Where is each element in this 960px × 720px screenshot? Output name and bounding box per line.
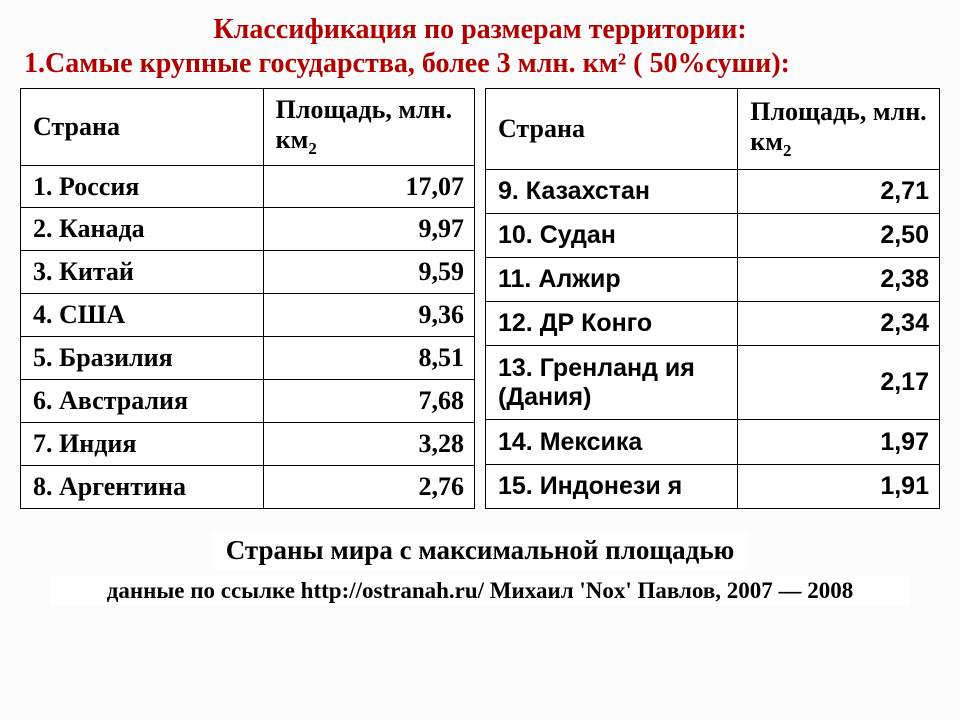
area-header-sup: 2 — [308, 139, 316, 158]
title-line-1: Классификация по размерам территории: — [10, 14, 950, 46]
source-line: данные по ссылке http://ostranah.ru/ Мих… — [50, 576, 910, 606]
area-cell: 17,07 — [263, 165, 474, 208]
country-cell: 10. Судан — [486, 213, 738, 257]
left-row: 4. США9,36 — [21, 294, 475, 337]
area-header-text: Площадь, млн. км — [750, 97, 926, 156]
caption: Страны мира с максимальной площадью — [212, 531, 749, 570]
right-row: 12. ДР Конго2,34 — [486, 301, 940, 345]
area-cell: 2,38 — [738, 257, 940, 301]
country-cell: 15. Индонези я — [486, 464, 738, 508]
area-cell: 9,59 — [263, 251, 474, 294]
left-row: 1. Россия17,07 — [21, 165, 475, 208]
right-row: 9. Казахстан2,71 — [486, 169, 940, 213]
area-cell: 1,91 — [738, 464, 940, 508]
table-right-header: Страна Площадь, млн. км2 — [486, 89, 940, 170]
col-country-header: Страна — [486, 89, 738, 170]
area-cell: 8,51 — [263, 337, 474, 380]
area-header-sup: 2 — [783, 141, 791, 160]
country-cell: 5. Бразилия — [21, 337, 264, 380]
area-cell: 7,68 — [263, 379, 474, 422]
area-cell: 9,36 — [263, 294, 474, 337]
country-cell: 2. Канада — [21, 208, 264, 251]
area-cell: 2,71 — [738, 169, 940, 213]
table-left: Страна Площадь, млн. км2 1. Россия17,072… — [20, 88, 475, 509]
area-cell: 1,97 — [738, 420, 940, 464]
area-cell: 2,50 — [738, 213, 940, 257]
title-line-2: 1.Самые крупные государства, более 3 млн… — [24, 48, 950, 80]
tables-container: Страна Площадь, млн. км2 1. Россия17,072… — [10, 88, 950, 509]
right-row: 14. Мексика1,97 — [486, 420, 940, 464]
col-country-header: Страна — [21, 89, 264, 166]
area-cell: 2,34 — [738, 301, 940, 345]
country-cell: 6. Австралия — [21, 379, 264, 422]
col-area-header: Площадь, млн. км2 — [263, 89, 474, 166]
country-cell: 14. Мексика — [486, 420, 738, 464]
area-cell: 3,28 — [263, 422, 474, 465]
country-cell: 13. Гренланд ия (Дания) — [486, 346, 738, 420]
col-area-header: Площадь, млн. км2 — [738, 89, 940, 170]
country-cell: 11. Алжир — [486, 257, 738, 301]
left-row: 2. Канада9,97 — [21, 208, 475, 251]
area-cell: 2,76 — [263, 465, 474, 508]
area-cell: 9,97 — [263, 208, 474, 251]
country-cell: 4. США — [21, 294, 264, 337]
country-cell: 7. Индия — [21, 422, 264, 465]
right-row: 13. Гренланд ия (Дания)2,17 — [486, 346, 940, 420]
left-row: 7. Индия3,28 — [21, 422, 475, 465]
area-cell: 2,17 — [738, 346, 940, 420]
country-cell: 9. Казахстан — [486, 169, 738, 213]
country-cell: 12. ДР Конго — [486, 301, 738, 345]
table-left-header: Страна Площадь, млн. км2 — [21, 89, 475, 166]
left-row: 3. Китай9,59 — [21, 251, 475, 294]
right-row: 10. Судан2,50 — [486, 213, 940, 257]
country-cell: 3. Китай — [21, 251, 264, 294]
right-row: 11. Алжир2,38 — [486, 257, 940, 301]
left-row: 8. Аргентина2,76 — [21, 465, 475, 508]
left-row: 6. Австралия7,68 — [21, 379, 475, 422]
area-header-text: Площадь, млн. км — [276, 95, 452, 154]
left-row: 5. Бразилия8,51 — [21, 337, 475, 380]
country-cell: 1. Россия — [21, 165, 264, 208]
country-cell: 8. Аргентина — [21, 465, 264, 508]
right-row: 15. Индонези я1,91 — [486, 464, 940, 508]
table-right: Страна Площадь, млн. км2 9. Казахстан2,7… — [485, 88, 940, 509]
slide: Классификация по размерам территории: 1.… — [0, 0, 960, 720]
caption-wrap: Страны мира с максимальной площадью — [10, 531, 950, 570]
